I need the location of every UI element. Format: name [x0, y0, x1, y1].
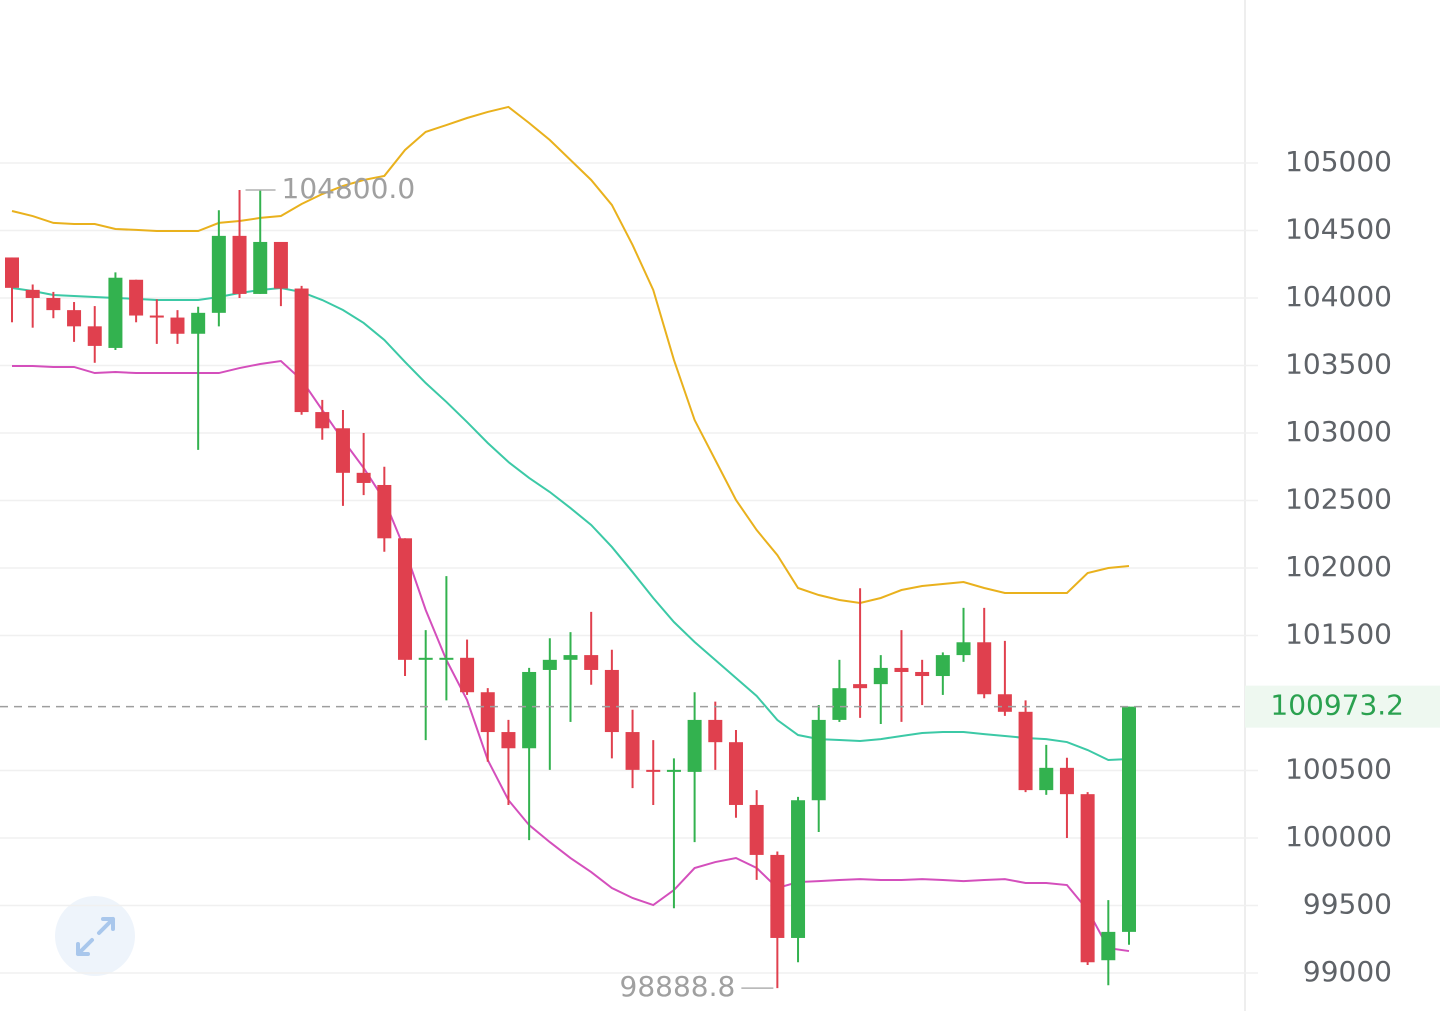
expand-icon[interactable] — [76, 917, 115, 956]
candle-body — [791, 800, 806, 938]
candle-body — [335, 428, 350, 473]
candle-body — [1059, 767, 1074, 795]
candle-body — [666, 769, 681, 772]
candle-body — [625, 732, 640, 770]
candle-body — [1101, 931, 1116, 961]
high-marker-label: 104800.0 — [282, 172, 416, 205]
candle-body — [170, 317, 185, 334]
candle-body — [853, 684, 868, 689]
candle-body — [956, 642, 971, 656]
candle-body — [749, 804, 764, 855]
candle-body — [191, 312, 206, 334]
candle-body — [460, 657, 475, 693]
y-tick-label: 104500 — [1285, 212, 1392, 245]
candle-body — [646, 769, 661, 772]
candle-body — [129, 279, 144, 316]
y-tick-label: 104000 — [1285, 280, 1392, 313]
candle-body — [211, 235, 226, 313]
candle-body — [377, 484, 392, 539]
candle-body — [604, 669, 619, 733]
y-tick-label: 102000 — [1285, 550, 1392, 583]
candle-body — [915, 671, 930, 677]
candle-body — [687, 719, 702, 772]
y-tick-label: 105000 — [1285, 145, 1392, 178]
candle-body — [46, 297, 61, 311]
candle-body — [294, 288, 309, 413]
band-line — [11, 286, 1130, 762]
candle-body — [232, 235, 247, 294]
y-tick-label: 100000 — [1285, 820, 1392, 853]
expand-button[interactable] — [55, 896, 135, 976]
candle-body — [356, 472, 371, 483]
candle-body — [563, 655, 578, 660]
expand-button-bg[interactable] — [55, 896, 135, 976]
candle-body — [398, 538, 413, 660]
y-tick-label: 103500 — [1285, 347, 1392, 380]
candle-body — [894, 667, 909, 672]
candle-body — [149, 315, 164, 318]
candle-body — [1122, 706, 1136, 932]
candle-body — [873, 667, 888, 685]
candle-body — [480, 692, 495, 733]
candle-body — [708, 719, 723, 743]
candle-body — [1018, 711, 1033, 791]
candle-body — [5, 257, 19, 288]
candle-body — [315, 412, 330, 429]
candle-body — [108, 277, 123, 348]
candle-body — [997, 694, 1012, 712]
y-tick-label: 100500 — [1285, 753, 1392, 786]
low-marker-label: 98888.8 — [620, 970, 736, 1003]
y-tick-label: 99000 — [1303, 955, 1392, 988]
candle-body — [273, 241, 288, 289]
y-tick-label: 103000 — [1285, 415, 1392, 448]
candle-body — [832, 688, 847, 720]
candle-body — [728, 742, 743, 805]
candle-body — [418, 657, 433, 660]
candle-body — [522, 671, 537, 749]
candle-body — [935, 655, 950, 677]
candle-body — [1080, 794, 1095, 963]
candle-body — [25, 289, 40, 298]
candle-body — [811, 719, 826, 801]
candle-body — [501, 732, 516, 749]
candle-body — [977, 642, 992, 695]
y-tick-label: 102500 — [1285, 483, 1392, 516]
candle-body — [584, 655, 599, 670]
candle-body — [770, 854, 785, 938]
y-tick-label: 99500 — [1303, 888, 1392, 921]
last-price-label: 100973.2 — [1270, 689, 1404, 722]
candle-body — [542, 659, 557, 670]
candle-body — [253, 241, 268, 294]
candle-body — [439, 657, 454, 660]
last-price-badge — [1245, 685, 1440, 728]
band-line — [11, 105, 1130, 604]
candle-body — [87, 326, 102, 346]
y-tick-label: 101500 — [1285, 618, 1392, 651]
candle-body — [67, 310, 82, 327]
candle-body — [1039, 767, 1054, 791]
